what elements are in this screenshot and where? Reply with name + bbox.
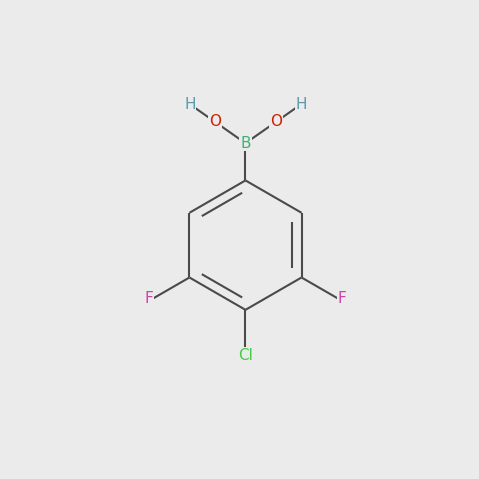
Text: B: B: [240, 136, 251, 151]
Text: Cl: Cl: [238, 348, 253, 363]
Text: H: H: [184, 97, 195, 112]
Text: F: F: [338, 291, 347, 306]
Text: F: F: [144, 291, 153, 306]
Text: O: O: [209, 114, 221, 129]
Text: O: O: [270, 114, 282, 129]
Text: H: H: [296, 97, 307, 112]
